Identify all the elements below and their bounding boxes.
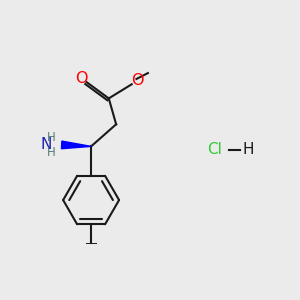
Text: O: O	[75, 71, 88, 86]
Text: H: H	[243, 142, 254, 158]
Text: O: O	[131, 73, 143, 88]
Text: Cl: Cl	[207, 142, 222, 158]
Text: H: H	[47, 131, 56, 144]
Text: N: N	[41, 137, 52, 152]
Text: H: H	[47, 146, 56, 159]
Polygon shape	[61, 141, 91, 149]
